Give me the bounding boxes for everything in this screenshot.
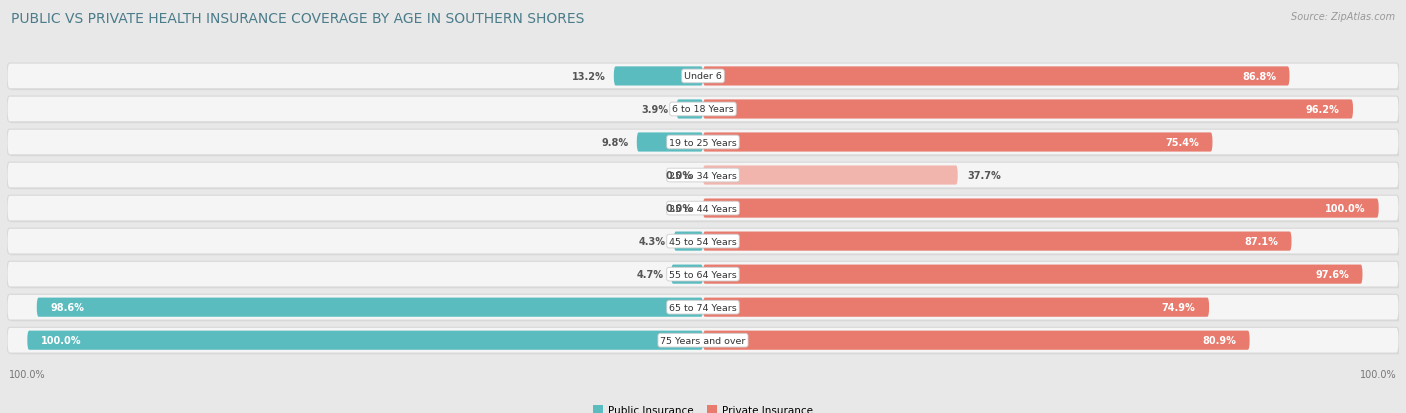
FancyBboxPatch shape — [7, 229, 1399, 254]
FancyBboxPatch shape — [27, 331, 703, 350]
FancyBboxPatch shape — [703, 199, 1379, 218]
FancyBboxPatch shape — [703, 232, 1292, 251]
Text: 75.4%: 75.4% — [1166, 138, 1199, 148]
FancyBboxPatch shape — [703, 166, 957, 185]
Text: 25 to 34 Years: 25 to 34 Years — [669, 171, 737, 180]
FancyBboxPatch shape — [7, 130, 1399, 156]
Text: 3.9%: 3.9% — [641, 105, 668, 115]
Text: 75 Years and over: 75 Years and over — [661, 336, 745, 345]
FancyBboxPatch shape — [8, 263, 1400, 289]
Text: 97.6%: 97.6% — [1315, 269, 1348, 280]
Text: 9.8%: 9.8% — [602, 138, 628, 148]
FancyBboxPatch shape — [7, 163, 1399, 188]
Text: 0.0%: 0.0% — [666, 171, 693, 180]
Text: Under 6: Under 6 — [685, 72, 721, 81]
Text: 4.7%: 4.7% — [636, 269, 664, 280]
FancyBboxPatch shape — [703, 133, 1212, 152]
Text: PUBLIC VS PRIVATE HEALTH INSURANCE COVERAGE BY AGE IN SOUTHERN SHORES: PUBLIC VS PRIVATE HEALTH INSURANCE COVER… — [11, 12, 585, 26]
FancyBboxPatch shape — [7, 261, 1399, 287]
Text: 65 to 74 Years: 65 to 74 Years — [669, 303, 737, 312]
FancyBboxPatch shape — [7, 196, 1399, 221]
FancyBboxPatch shape — [8, 230, 1400, 256]
FancyBboxPatch shape — [703, 298, 1209, 317]
FancyBboxPatch shape — [7, 64, 1399, 90]
Text: 37.7%: 37.7% — [967, 171, 1001, 180]
Text: Source: ZipAtlas.com: Source: ZipAtlas.com — [1291, 12, 1395, 22]
FancyBboxPatch shape — [7, 294, 1399, 320]
Text: 45 to 54 Years: 45 to 54 Years — [669, 237, 737, 246]
Text: 86.8%: 86.8% — [1241, 72, 1277, 82]
Text: 19 to 25 Years: 19 to 25 Years — [669, 138, 737, 147]
Text: 13.2%: 13.2% — [572, 72, 606, 82]
FancyBboxPatch shape — [8, 296, 1400, 322]
Text: 74.9%: 74.9% — [1161, 302, 1195, 312]
Text: 100.0%: 100.0% — [41, 335, 82, 345]
Text: 0.0%: 0.0% — [666, 204, 693, 214]
Text: 4.3%: 4.3% — [638, 237, 666, 247]
FancyBboxPatch shape — [8, 65, 1400, 91]
Text: 80.9%: 80.9% — [1202, 335, 1236, 345]
FancyBboxPatch shape — [673, 232, 703, 251]
Text: 6 to 18 Years: 6 to 18 Years — [672, 105, 734, 114]
FancyBboxPatch shape — [703, 331, 1250, 350]
FancyBboxPatch shape — [8, 131, 1400, 157]
FancyBboxPatch shape — [671, 265, 703, 284]
FancyBboxPatch shape — [37, 298, 703, 317]
FancyBboxPatch shape — [8, 329, 1400, 354]
FancyBboxPatch shape — [703, 265, 1362, 284]
Text: 96.2%: 96.2% — [1306, 105, 1340, 115]
Legend: Public Insurance, Private Insurance: Public Insurance, Private Insurance — [589, 401, 817, 413]
FancyBboxPatch shape — [7, 328, 1399, 353]
FancyBboxPatch shape — [8, 197, 1400, 223]
FancyBboxPatch shape — [637, 133, 703, 152]
Text: 55 to 64 Years: 55 to 64 Years — [669, 270, 737, 279]
FancyBboxPatch shape — [703, 67, 1289, 86]
FancyBboxPatch shape — [676, 100, 703, 119]
Text: 98.6%: 98.6% — [51, 302, 84, 312]
FancyBboxPatch shape — [703, 100, 1353, 119]
FancyBboxPatch shape — [8, 98, 1400, 124]
Text: 87.1%: 87.1% — [1244, 237, 1278, 247]
Text: 35 to 44 Years: 35 to 44 Years — [669, 204, 737, 213]
Text: 100.0%: 100.0% — [1324, 204, 1365, 214]
FancyBboxPatch shape — [614, 67, 703, 86]
FancyBboxPatch shape — [7, 97, 1399, 123]
FancyBboxPatch shape — [8, 164, 1400, 190]
